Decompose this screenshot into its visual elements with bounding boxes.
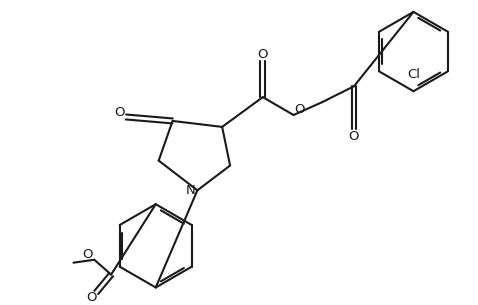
Text: Cl: Cl <box>407 68 420 81</box>
Text: O: O <box>258 48 268 61</box>
Text: O: O <box>82 248 93 261</box>
Text: N: N <box>185 184 196 197</box>
Text: O: O <box>349 130 359 143</box>
Text: O: O <box>294 102 304 116</box>
Text: O: O <box>86 291 97 304</box>
Text: O: O <box>114 106 124 119</box>
